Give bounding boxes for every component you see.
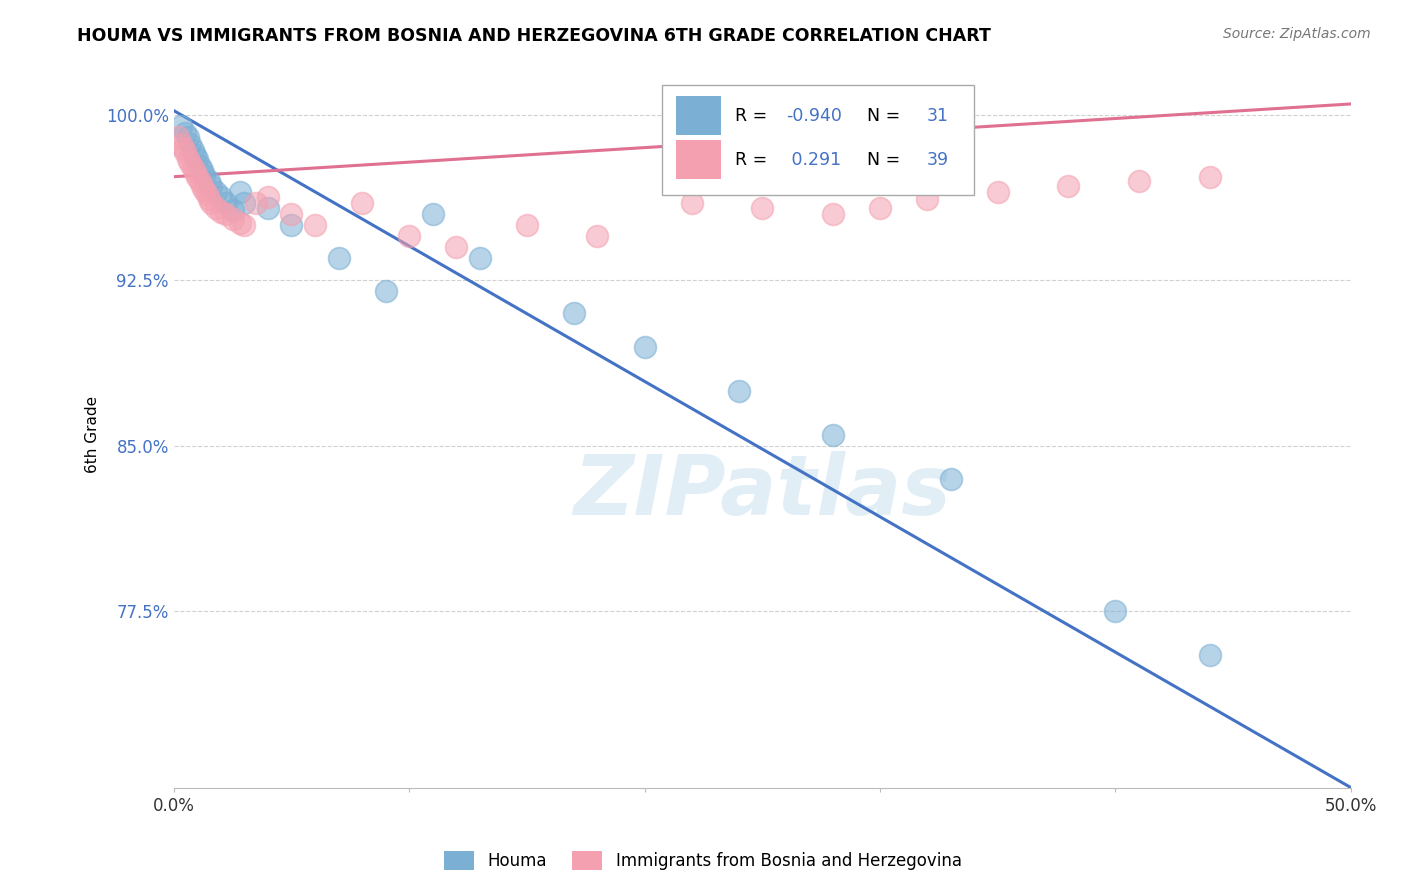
Point xyxy=(727,384,749,398)
Point xyxy=(257,201,280,215)
Text: ZIPatlas: ZIPatlas xyxy=(574,450,952,532)
Point xyxy=(821,207,844,221)
Point xyxy=(257,189,280,203)
Text: R =: R = xyxy=(735,107,773,125)
Point xyxy=(179,136,201,151)
Bar xyxy=(676,140,721,179)
Point xyxy=(221,202,243,217)
Point xyxy=(200,178,222,193)
Point xyxy=(209,205,232,219)
Point xyxy=(198,192,221,206)
Text: -0.940: -0.940 xyxy=(786,107,842,125)
Point xyxy=(193,183,215,197)
Point xyxy=(633,339,655,353)
Text: N =: N = xyxy=(856,107,905,125)
Point xyxy=(586,229,609,244)
Point xyxy=(422,207,444,221)
Text: 31: 31 xyxy=(927,107,949,125)
Point xyxy=(1198,648,1220,663)
Point xyxy=(191,178,214,193)
Point xyxy=(200,196,222,211)
Y-axis label: 6th Grade: 6th Grade xyxy=(86,396,100,474)
Text: 0.291: 0.291 xyxy=(786,151,841,169)
Legend: Houma, Immigrants from Bosnia and Herzegovina: Houma, Immigrants from Bosnia and Herzeg… xyxy=(437,844,969,877)
Point xyxy=(939,472,962,486)
Text: 39: 39 xyxy=(927,151,949,169)
Point xyxy=(193,168,215,182)
Point xyxy=(167,130,190,145)
Point xyxy=(821,427,844,442)
Point xyxy=(328,252,350,266)
Point xyxy=(304,219,326,233)
Point xyxy=(184,165,207,179)
Point xyxy=(869,201,891,215)
Point xyxy=(188,159,211,173)
Point xyxy=(280,207,302,221)
Point xyxy=(444,240,467,254)
Point xyxy=(205,201,228,215)
Point xyxy=(186,152,208,166)
Point xyxy=(177,152,200,166)
Point xyxy=(751,201,773,215)
Text: N =: N = xyxy=(856,151,905,169)
Point xyxy=(221,211,243,226)
Point xyxy=(681,196,703,211)
Point xyxy=(374,285,396,299)
Point xyxy=(398,229,420,244)
Text: Source: ZipAtlas.com: Source: ZipAtlas.com xyxy=(1223,27,1371,41)
Point xyxy=(174,145,197,160)
Point xyxy=(181,143,204,157)
Text: R =: R = xyxy=(735,151,773,169)
Point xyxy=(209,189,232,203)
Point xyxy=(179,156,201,170)
Point xyxy=(987,185,1010,199)
Point xyxy=(174,126,197,140)
Point xyxy=(1128,174,1150,188)
Point xyxy=(233,219,256,233)
Point xyxy=(280,219,302,233)
Point xyxy=(188,174,211,188)
Point xyxy=(915,192,938,206)
Point xyxy=(205,185,228,199)
Point xyxy=(214,196,236,211)
FancyBboxPatch shape xyxy=(662,86,974,194)
Point xyxy=(184,147,207,161)
Point xyxy=(562,306,585,320)
Point xyxy=(198,174,221,188)
Point xyxy=(350,196,373,211)
Point xyxy=(186,169,208,184)
Point xyxy=(1057,178,1080,193)
Point xyxy=(195,187,218,202)
Point xyxy=(468,252,491,266)
Point xyxy=(233,196,256,211)
Point xyxy=(228,216,250,230)
Point xyxy=(177,130,200,145)
Point xyxy=(1198,169,1220,184)
Point xyxy=(181,161,204,175)
Text: HOUMA VS IMMIGRANTS FROM BOSNIA AND HERZEGOVINA 6TH GRADE CORRELATION CHART: HOUMA VS IMMIGRANTS FROM BOSNIA AND HERZ… xyxy=(77,27,991,45)
Point xyxy=(245,196,267,211)
Bar xyxy=(676,96,721,136)
Point xyxy=(228,185,250,199)
Point xyxy=(516,219,538,233)
Point xyxy=(170,136,193,151)
Point xyxy=(170,119,193,133)
Point xyxy=(172,141,194,155)
Point xyxy=(1104,604,1126,618)
Point xyxy=(191,163,214,178)
Point xyxy=(214,207,236,221)
